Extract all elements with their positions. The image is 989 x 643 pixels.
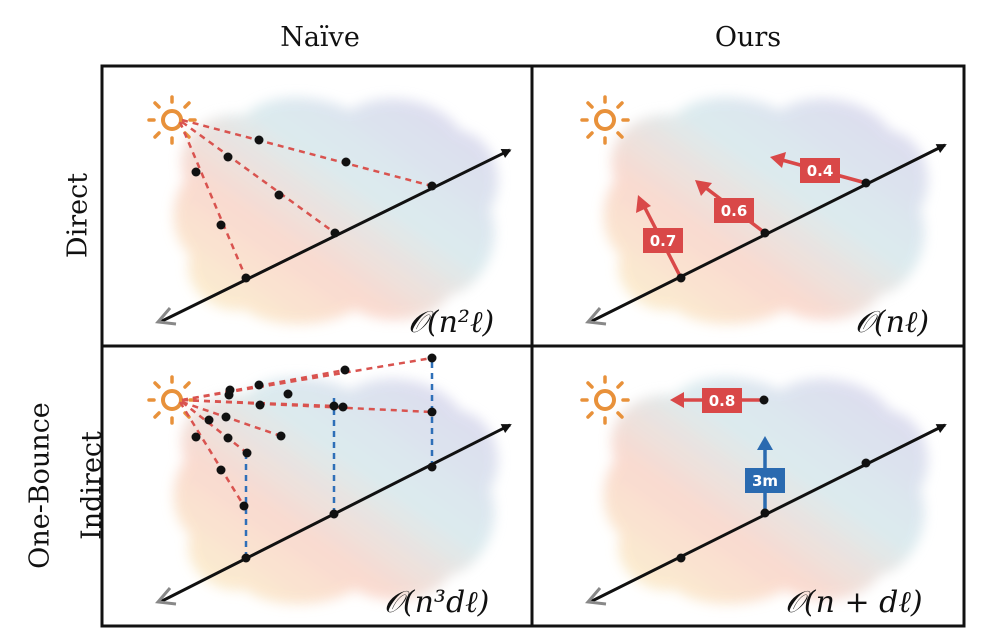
light-arrow-ours-indirect: 0.8 <box>670 388 762 413</box>
complexity-ours-indirect: 𝒪(n + dℓ) <box>785 585 923 620</box>
value-badges-ours-direct: 0.7 0.6 0.4 <box>643 158 840 253</box>
cloud-naive-indirect <box>173 377 498 605</box>
sun-icon <box>580 375 630 425</box>
cloud-naive-direct <box>173 97 498 325</box>
complexity-naive-direct: 𝒪(n²ℓ) <box>408 305 494 340</box>
badge-3m: 3m <box>752 472 778 490</box>
bounce-rays-naive-indirect <box>244 358 434 558</box>
badge-0-4: 0.4 <box>807 162 834 180</box>
complexity-naive-indirect: 𝒪(n³dℓ) <box>384 585 489 620</box>
complexity-ours-direct: 𝒪(nℓ) <box>855 305 929 340</box>
sun-icon <box>580 95 630 145</box>
distance-arrow-ours-indirect: 3m <box>745 436 785 513</box>
badge-0-6: 0.6 <box>721 202 748 220</box>
badge-0-8: 0.8 <box>709 392 736 410</box>
sample-points-naive-direct <box>191 135 437 283</box>
sample-points-ours-indirect <box>676 395 871 563</box>
sample-points-ours-direct <box>676 178 871 283</box>
shadow-rays-naive-direct <box>178 118 433 279</box>
sun-icon <box>147 95 197 145</box>
panel-ours-indirect <box>530 344 966 628</box>
badge-0-7: 0.7 <box>650 232 677 250</box>
column-title-ours: Ours <box>714 22 782 53</box>
sample-points-naive-indirect <box>191 353 437 563</box>
cloud-ours-direct <box>603 97 928 325</box>
column-title-naive: Naïve <box>280 22 360 53</box>
